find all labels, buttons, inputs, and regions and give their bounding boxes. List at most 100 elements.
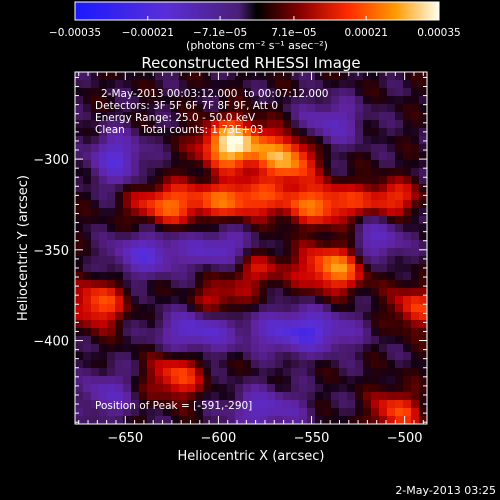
heatmap-cell bbox=[227, 216, 236, 225]
axis-ticks: −650 −600 −550 −500−300−350−400 bbox=[33, 72, 427, 446]
heatmap-cell bbox=[219, 296, 228, 305]
heatmap-cell bbox=[211, 376, 220, 385]
heatmap-cell bbox=[315, 80, 324, 89]
heatmap-cell bbox=[115, 200, 124, 209]
heatmap-cell bbox=[107, 184, 116, 193]
heatmap-cell bbox=[339, 280, 348, 289]
heatmap-cell bbox=[275, 240, 284, 249]
heatmap-cell bbox=[179, 136, 188, 145]
heatmap-cell bbox=[419, 104, 427, 113]
heatmap-cell bbox=[347, 112, 356, 121]
heatmap-cell bbox=[243, 200, 252, 209]
heatmap-cell bbox=[187, 408, 196, 417]
heatmap-cell bbox=[307, 304, 316, 313]
heatmap-cell bbox=[211, 144, 220, 153]
heatmap-cell bbox=[91, 96, 100, 105]
heatmap-cell bbox=[171, 280, 180, 289]
heatmap-cell bbox=[283, 416, 292, 424]
heatmap-cell bbox=[355, 256, 364, 265]
heatmap-cell bbox=[403, 288, 412, 297]
heatmap-cell bbox=[267, 152, 276, 161]
heatmap-cell bbox=[139, 312, 148, 321]
heatmap-cell bbox=[147, 104, 156, 113]
heatmap-cell bbox=[323, 80, 332, 89]
heatmap-cell bbox=[99, 408, 108, 417]
heatmap-cell bbox=[355, 392, 364, 401]
heatmap-cell bbox=[339, 192, 348, 201]
heatmap-cell bbox=[211, 112, 220, 121]
heatmap-cell bbox=[371, 296, 380, 305]
heatmap-cell bbox=[251, 304, 260, 313]
heatmap-cell bbox=[155, 312, 164, 321]
heatmap-cell bbox=[235, 208, 244, 217]
heatmap-cell bbox=[259, 272, 268, 281]
heatmap-cell bbox=[379, 208, 388, 217]
heatmap-cell bbox=[139, 88, 148, 97]
heatmap-cell bbox=[355, 240, 364, 249]
heatmap-cell bbox=[267, 216, 276, 225]
heatmap-cell bbox=[411, 304, 420, 313]
heatmap-cell bbox=[155, 88, 164, 97]
heatmap-cell bbox=[195, 328, 204, 337]
heatmap-cell bbox=[243, 120, 252, 129]
heatmap-cell bbox=[355, 368, 364, 377]
heatmap-cell bbox=[187, 360, 196, 369]
heatmap-cell bbox=[419, 112, 427, 121]
heatmap-cell bbox=[411, 232, 420, 241]
heatmap-cell bbox=[283, 312, 292, 321]
heatmap-cell bbox=[419, 96, 427, 105]
heatmap-cell bbox=[227, 264, 236, 273]
heatmap-cell bbox=[339, 360, 348, 369]
heatmap-cell bbox=[363, 376, 372, 385]
heatmap-cell bbox=[115, 192, 124, 201]
heatmap-cell bbox=[75, 152, 84, 161]
heatmap-cell bbox=[323, 272, 332, 281]
heatmap-cell bbox=[331, 272, 340, 281]
heatmap-cell bbox=[99, 224, 108, 233]
heatmap-cell bbox=[235, 200, 244, 209]
heatmap-cell bbox=[107, 264, 116, 273]
heatmap-cell bbox=[171, 256, 180, 265]
colorbar-tick-label: 7.1e−05 bbox=[271, 27, 316, 39]
heatmap-cell bbox=[403, 264, 412, 273]
heatmap-cell bbox=[75, 384, 84, 393]
heatmap-cell bbox=[411, 392, 420, 401]
heatmap-cell bbox=[131, 200, 140, 209]
heatmap-cell bbox=[75, 232, 84, 241]
heatmap-cell bbox=[163, 192, 172, 201]
heatmap-cell bbox=[83, 256, 92, 265]
heatmap-cell bbox=[203, 400, 212, 409]
heatmap-cell bbox=[411, 256, 420, 265]
heatmap-cell bbox=[131, 80, 140, 89]
heatmap-cell bbox=[147, 96, 156, 105]
heatmap-cell bbox=[379, 408, 388, 417]
heatmap-cell bbox=[347, 376, 356, 385]
heatmap-cell bbox=[235, 136, 244, 145]
heatmap-cell bbox=[251, 112, 260, 121]
heatmap-cell bbox=[251, 144, 260, 153]
heatmap-cell bbox=[115, 416, 124, 424]
heatmap-cell bbox=[155, 200, 164, 209]
heatmap-cell bbox=[75, 392, 84, 401]
heatmap-cell bbox=[379, 352, 388, 361]
heatmap-cell bbox=[395, 224, 404, 233]
heatmap-cell bbox=[107, 80, 116, 89]
heatmap-cell bbox=[315, 360, 324, 369]
heatmap-cell bbox=[251, 296, 260, 305]
heatmap-cell bbox=[171, 168, 180, 177]
heatmap-cell bbox=[187, 240, 196, 249]
heatmap-cell bbox=[403, 136, 412, 145]
heatmap-cell bbox=[395, 168, 404, 177]
heatmap-cell bbox=[267, 160, 276, 169]
heatmap-cell bbox=[387, 368, 396, 377]
heatmap-cell bbox=[99, 208, 108, 217]
heatmap-cell bbox=[219, 304, 228, 313]
heatmap-cell bbox=[147, 224, 156, 233]
heatmap-cell bbox=[115, 272, 124, 281]
heatmap-cell bbox=[179, 232, 188, 241]
heatmap-cell bbox=[139, 160, 148, 169]
heatmap-cell bbox=[347, 280, 356, 289]
heatmap-cell bbox=[403, 120, 412, 129]
heatmap-cell bbox=[395, 88, 404, 97]
heatmap-cell bbox=[147, 360, 156, 369]
